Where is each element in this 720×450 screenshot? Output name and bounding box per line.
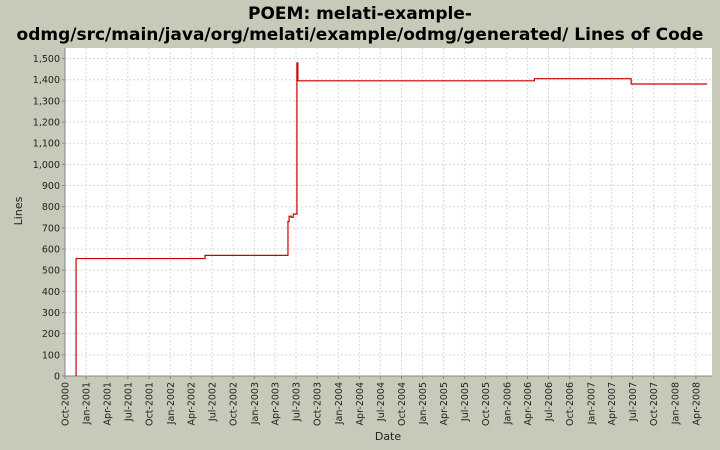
x-tick-label: Jan-2006 xyxy=(502,382,513,425)
y-tick-label: 300 xyxy=(42,308,60,319)
y-tick-label: 800 xyxy=(42,202,60,213)
x-tick-label: Apr-2003 xyxy=(271,382,282,425)
x-tick-label: Oct-2003 xyxy=(313,382,324,426)
y-tick-label: 1,400 xyxy=(33,75,60,86)
plot-area xyxy=(65,48,712,376)
y-tick-label: 1,500 xyxy=(33,54,60,65)
x-tick-label: Jul-2006 xyxy=(544,382,555,422)
x-tick-label: Jul-2001 xyxy=(123,382,134,422)
y-tick-label: 1,100 xyxy=(33,139,60,150)
x-tick-label: Jan-2002 xyxy=(166,382,177,425)
x-tick-label: Oct-2002 xyxy=(229,382,240,426)
x-tick-label: Apr-2001 xyxy=(102,382,113,425)
series-line-0 xyxy=(75,62,708,376)
chart-title-line-1: POEM: melati-example- xyxy=(248,4,472,24)
chart-title-line-2: odmg/src/main/java/org/melati/example/od… xyxy=(17,25,704,45)
x-tick-label: Apr-2006 xyxy=(523,382,534,425)
y-tick-label: 500 xyxy=(42,266,60,277)
y-tick-label: 900 xyxy=(42,181,60,192)
x-axis-label: Date xyxy=(375,430,402,443)
x-tick-label: Oct-2006 xyxy=(565,382,576,426)
x-tick-label: Oct-2001 xyxy=(145,382,156,426)
y-tick-label: 1,000 xyxy=(33,160,60,171)
x-tick-label: Jan-2007 xyxy=(586,382,597,425)
y-axis: 0 100 200 300 400 500 600 700 800 900 1,000 1,100 1,… xyxy=(33,48,66,383)
x-tick-label: Apr-2008 xyxy=(691,382,702,425)
x-axis: Oct-2000 Jan-2001 Apr-2001 Jul-2001 Oct-2001… xyxy=(61,375,712,426)
y-tick-label: 400 xyxy=(42,287,60,298)
x-tick-label: Jan-2004 xyxy=(334,382,345,425)
x-tick-label: Jan-2008 xyxy=(670,382,681,425)
x-tick-label: Oct-2005 xyxy=(481,382,492,426)
y-tick-label: 1,300 xyxy=(33,96,60,107)
x-tick-label: Oct-2000 xyxy=(61,382,72,426)
x-tick-label: Jan-2003 xyxy=(250,382,261,425)
x-tick-label: Jul-2007 xyxy=(628,382,639,422)
x-tick-label: Jul-2004 xyxy=(376,382,387,422)
grid xyxy=(64,48,712,377)
y-tick-label: 1,200 xyxy=(33,118,60,129)
x-tick-label: Oct-2007 xyxy=(649,382,660,426)
y-tick-label: 600 xyxy=(42,245,60,256)
x-tick-label: Apr-2002 xyxy=(186,382,197,425)
x-tick-label: Jul-2003 xyxy=(292,382,303,422)
x-tick-label: Jul-2005 xyxy=(460,382,471,422)
y-tick-label: 700 xyxy=(42,223,60,234)
y-tick-label: 100 xyxy=(42,350,60,361)
x-tick-label: Apr-2004 xyxy=(355,382,366,425)
x-tick-label: Jan-2005 xyxy=(418,382,429,425)
y-axis-label: Lines xyxy=(12,196,25,225)
series-layer xyxy=(75,62,708,376)
x-tick-label: Jul-2002 xyxy=(207,382,218,422)
x-tick-label: Oct-2004 xyxy=(397,382,408,426)
x-tick-label: Apr-2005 xyxy=(439,382,450,425)
y-tick-label: 200 xyxy=(42,329,60,340)
y-tick-label: 0 xyxy=(54,372,60,383)
x-tick-label: Jan-2001 xyxy=(82,382,93,425)
x-tick-label: Apr-2007 xyxy=(607,382,618,425)
